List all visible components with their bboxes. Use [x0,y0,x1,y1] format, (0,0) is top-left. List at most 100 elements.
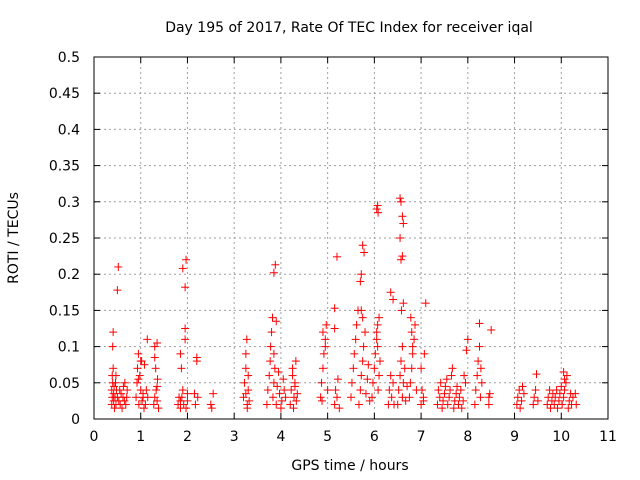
data-point [331,386,340,395]
data-point [269,268,278,277]
data-point [449,404,458,413]
data-point [532,370,541,379]
data-point [558,400,567,409]
data-point [399,299,408,308]
data-point [270,364,279,373]
data-point [399,219,408,228]
data-point [138,396,147,405]
data-point [150,353,159,362]
data-point [120,378,129,387]
data-point [361,328,370,337]
data-point [358,313,367,322]
data-point [387,393,396,402]
data-point [396,197,405,206]
data-point [121,400,130,409]
data-point [457,404,466,413]
data-point [554,396,563,405]
x-tick-label: 11 [599,429,617,445]
data-point [417,364,426,373]
data-point [529,400,538,409]
data-point [372,328,381,337]
data-point [374,386,383,395]
data-point [385,386,394,395]
y-tick-label: 0.1 [58,340,80,356]
data-point [276,404,285,413]
data-point [406,313,415,322]
data-point [357,306,366,315]
data-point [190,389,199,398]
data-point [111,371,120,380]
data-point [209,389,218,398]
data-point [389,295,398,304]
data-point [111,378,120,387]
data-point [181,324,190,333]
data-point [207,404,216,413]
data-point [357,270,366,279]
data-point [322,320,331,329]
data-point [461,378,470,387]
data-point [360,248,369,257]
data-point [181,283,190,292]
x-tick-label: 1 [136,429,145,445]
data-point [192,357,201,366]
data-point [262,400,271,409]
data-point [484,393,493,402]
y-tick-label: 0.25 [49,231,80,247]
data-point [543,400,552,409]
data-point [453,382,462,391]
data-point [280,386,289,395]
x-tick-label: 10 [552,429,570,445]
x-tick-label: 3 [230,429,239,445]
data-point [454,400,463,409]
data-point [139,389,148,398]
data-point [386,288,395,297]
data-point [375,313,384,322]
data-point [571,389,580,398]
data-point [140,360,149,369]
data-point [266,342,275,351]
data-point [418,386,427,395]
data-point [182,404,191,413]
y-tick-label: 0.2 [58,267,80,283]
data-point [372,205,381,214]
data-point [398,393,407,402]
data-point [405,393,414,402]
data-point [347,393,355,402]
data-point [241,364,250,373]
data-point [561,378,570,387]
y-tick-label: 0.5 [58,50,80,66]
data-point [243,404,252,413]
data-point [135,371,144,380]
data-point [357,371,366,380]
data-point [440,389,449,398]
data-point [477,378,486,387]
data-point [177,364,186,373]
data-point [109,328,118,337]
data-point [136,357,145,366]
grid [94,57,608,419]
data-point [546,404,555,413]
data-point [176,396,185,405]
data-point [287,386,296,395]
data-point [330,304,339,313]
data-point [272,317,281,326]
data-point [181,335,190,344]
data-point [108,342,117,351]
data-point [421,299,430,308]
data-point [517,396,526,405]
data-point [442,375,451,384]
data-point [356,386,365,395]
data-point [476,393,485,402]
data-point [408,342,417,351]
data-point [518,382,527,391]
data-point [290,382,299,391]
data-point [474,357,483,366]
data-point [178,386,187,395]
data-point [132,378,141,387]
data-point [533,396,542,405]
data-point [452,389,461,398]
data-point [485,389,494,398]
data-point [244,371,253,380]
data-point [281,393,290,402]
data-point [484,400,493,409]
